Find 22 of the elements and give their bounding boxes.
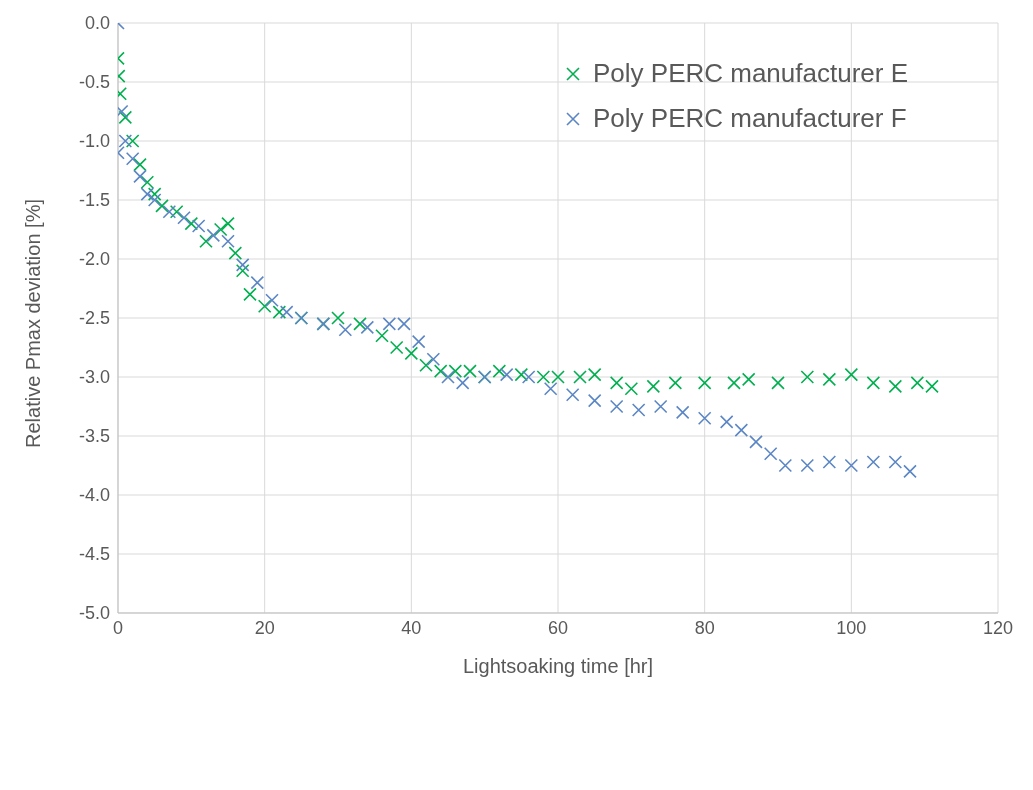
x-tick-label: 120 [982, 617, 1014, 638]
legend-label: Poly PERC manufacturer E [592, 58, 908, 89]
x-tick-label: 0 [112, 617, 124, 638]
y-tick-label: -5.0 [78, 603, 110, 624]
y-tick-label: -3.5 [78, 426, 110, 447]
y-tick-label: -0.5 [78, 72, 110, 93]
y-tick-label: -1.0 [78, 131, 110, 152]
x-tick-label: 100 [836, 617, 867, 638]
y-tick-label: -2.5 [78, 308, 110, 329]
x-tick-label: 60 [547, 617, 569, 638]
legend-label: Poly PERC manufacturer F [592, 103, 907, 134]
x-axis-title: Lightsoaking time [hr] [462, 655, 654, 677]
x-tick-label: 40 [401, 617, 422, 638]
y-tick-label: -2.0 [78, 249, 110, 270]
x-tick-label: 80 [694, 617, 715, 638]
y-axis-title: Relative Pmax deviation [%] [22, 198, 45, 448]
x-tick-label: 20 [254, 617, 275, 638]
y-tick-label: -4.0 [78, 485, 110, 506]
y-tick-label: -1.5 [78, 190, 110, 211]
y-tick-label: -3.0 [78, 367, 110, 388]
y-tick-label: 0.0 [84, 13, 110, 34]
y-tick-label: -4.5 [78, 544, 110, 565]
